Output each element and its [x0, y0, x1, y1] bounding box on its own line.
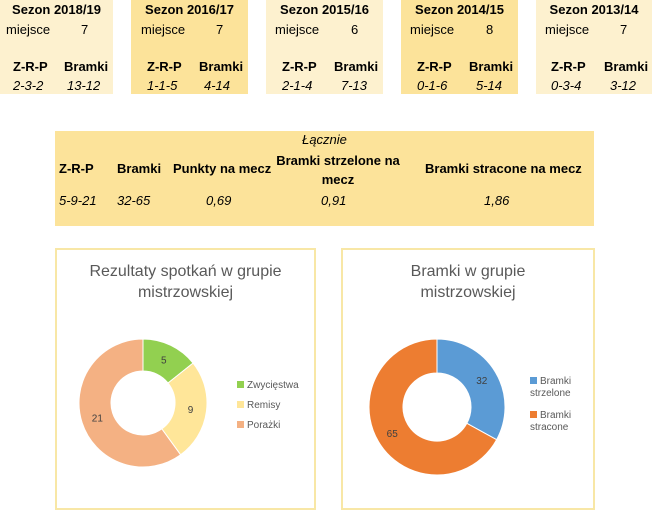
goals-label: Bramki — [199, 59, 244, 74]
legend-item-conceded: Bramki stracone — [530, 410, 590, 434]
zrp-value: 2-1-4 — [282, 78, 313, 93]
legend-label-conceded: Bramki stracone — [530, 410, 572, 433]
goals-label: Bramki — [604, 59, 649, 74]
results-slice-1 — [161, 362, 208, 456]
totals-goals-value: 32-65 — [117, 193, 151, 208]
totals-goals-label: Bramki — [117, 161, 162, 176]
zrp-value: 1-1-5 — [147, 78, 178, 93]
season-box-2013-14: Sezon 2013/14 miejsce 7 Z-R-P Bramki 0-3… — [536, 0, 652, 94]
totals-conceded-value: 1,86 — [484, 193, 510, 208]
zrp-value: 2-3-2 — [13, 78, 44, 93]
totals-zrp-label: Z-R-P — [59, 161, 94, 176]
place-value: 7 — [620, 22, 628, 37]
zrp-value: 0-1-6 — [417, 78, 448, 93]
zrp-label: Z-R-P — [551, 59, 586, 74]
season-box-2015-16: Sezon 2015/16 miejsce 6 Z-R-P Bramki 2-1… — [266, 0, 383, 94]
place-label: miejsce — [275, 22, 320, 37]
place-value: 6 — [351, 22, 359, 37]
legend-label-draws: Remisy — [247, 400, 281, 411]
goals-data-label-0: 32 — [476, 376, 488, 387]
place-value: 7 — [216, 22, 224, 37]
legend-item-losses: Porażki — [237, 420, 280, 431]
place-label: miejsce — [545, 22, 590, 37]
legend-item-wins: Zwycięstwa — [237, 380, 299, 391]
totals-points-value: 0,69 — [206, 193, 232, 208]
totals-scored-label: Bramki strzelone na mecz — [276, 153, 400, 187]
legend-swatch-conceded — [530, 411, 537, 418]
legend-label-losses: Porażki — [247, 420, 281, 431]
goals-value: 4-14 — [204, 78, 231, 93]
legend-swatch-scored — [530, 377, 537, 384]
goals-value: 7-13 — [341, 78, 368, 93]
season-title: Sezon 2016/17 — [145, 2, 234, 17]
place-label: miejsce — [410, 22, 455, 37]
goals-label: Bramki — [469, 59, 514, 74]
goals-chart-title: Bramki w grupie mistrzowskiej — [410, 263, 526, 301]
goals-slice-0 — [436, 338, 506, 441]
legend-label-scored: Bramki strzelone — [530, 376, 572, 399]
goals-label: Bramki — [64, 59, 109, 74]
season-title: Sezon 2013/14 — [549, 2, 639, 17]
zrp-label: Z-R-P — [13, 59, 48, 74]
legend-swatch-draws — [237, 401, 244, 408]
place-value: 8 — [486, 22, 494, 37]
results-data-label-0: 5 — [161, 355, 167, 366]
legend-label-wins: Zwycięstwa — [247, 380, 299, 391]
legend-item-draws: Remisy — [237, 400, 280, 411]
goals-donut: 32 65 — [368, 338, 506, 476]
results-chart: Rezultaty spotkań w grupie mistrzowskiej… — [55, 248, 316, 510]
totals-zrp-value: 5-9-21 — [59, 193, 97, 208]
results-chart-title: Rezultaty spotkań w grupie mistrzowskiej — [89, 263, 282, 301]
goals-value: 5-14 — [476, 78, 503, 93]
totals-conceded-label: Bramki stracone na mecz — [425, 161, 582, 176]
totals-points-label: Punkty na mecz — [173, 161, 272, 176]
season-box-2016-17: Sezon 2016/17 miejsce 7 Z-R-P Bramki 1-1… — [131, 0, 248, 94]
totals-caption: Łącznie — [302, 132, 347, 147]
season-box-2014-15: Sezon 2014/15 miejsce 8 Z-R-P Bramki 0-1… — [401, 0, 518, 94]
season-title: Sezon 2014/15 — [415, 2, 504, 17]
goals-value: 13-12 — [67, 78, 101, 93]
legend-item-scored: Bramki strzelone — [530, 376, 590, 400]
zrp-label: Z-R-P — [417, 59, 452, 74]
place-value: 7 — [81, 22, 89, 37]
goals-slice-1 — [368, 338, 498, 476]
goals-label: Bramki — [334, 59, 379, 74]
results-data-label-2: 21 — [92, 413, 104, 424]
totals-scored-value: 0,91 — [321, 193, 347, 208]
results-data-label-1: 9 — [188, 405, 194, 416]
goals-value: 3-12 — [610, 78, 637, 93]
totals-box: Łącznie Z-R-P Bramki Punkty na mecz Bram… — [55, 131, 594, 226]
legend-swatch-wins — [237, 381, 244, 388]
zrp-label: Z-R-P — [282, 59, 317, 74]
place-label: miejsce — [141, 22, 186, 37]
zrp-value: 0-3-4 — [551, 78, 582, 93]
season-box-2018-19: Sezon 2018/19 miejsce 7 Z-R-P Bramki 2-3… — [0, 0, 113, 94]
zrp-label: Z-R-P — [147, 59, 182, 74]
goals-chart: Bramki w grupie mistrzowskiej 32 65 Bramk… — [341, 248, 595, 510]
goals-data-label-1: 65 — [387, 429, 399, 440]
place-label: miejsce — [6, 22, 51, 37]
season-title: Sezon 2015/16 — [280, 2, 369, 17]
results-slice-2 — [78, 338, 182, 468]
season-title: Sezon 2018/19 — [12, 2, 101, 17]
results-donut: 5 9 21 — [78, 338, 208, 468]
legend-swatch-losses — [237, 421, 244, 428]
